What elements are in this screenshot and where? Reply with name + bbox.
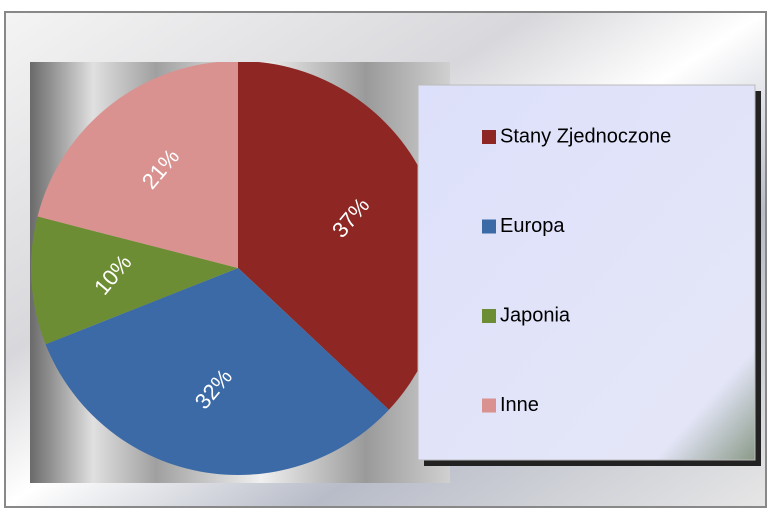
legend-swatch	[482, 309, 496, 323]
legend-swatch	[482, 130, 496, 144]
legend-swatch	[482, 219, 496, 234]
pie-slice	[45, 268, 389, 476]
legend-items: Stany Zjednoczone Europa Japonia Inne	[482, 125, 671, 416]
legend-swatch	[482, 398, 496, 413]
legend-label: Inne	[500, 394, 539, 416]
legend-label: Stany Zjednoczone	[500, 125, 671, 147]
pie-slice	[238, 62, 445, 410]
pie-slice	[37, 62, 238, 268]
legend-label: Japonia	[500, 304, 571, 326]
legend	[417, 84, 756, 461]
pie	[30, 62, 445, 476]
pie-slice	[30, 216, 238, 345]
legend-label: Europa	[500, 215, 565, 237]
